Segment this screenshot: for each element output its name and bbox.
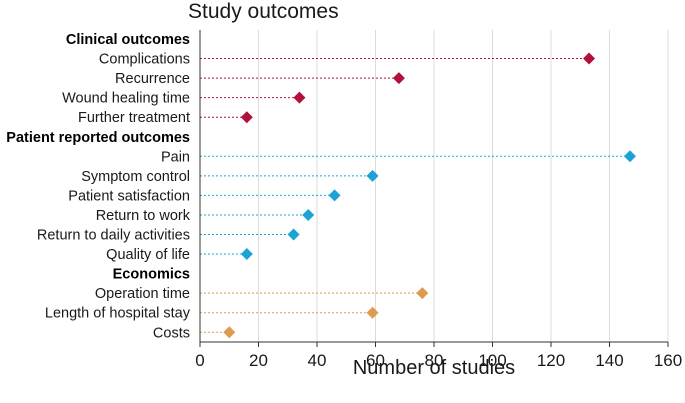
category-label-further-treatment: Further treatment [78, 110, 190, 126]
connector-lines [200, 58, 630, 333]
tick-label-40: 40 [308, 351, 327, 370]
group-label-1: Patient reported outcomes [6, 130, 190, 146]
marker-return-to-work [302, 208, 315, 221]
chart-title: Study outcomes [188, 0, 339, 23]
group-label-2: Economics [113, 267, 190, 283]
marker-length-of-hospital-stay [366, 306, 379, 319]
tick-label-120: 120 [537, 351, 565, 370]
marker-quality-of-life [240, 248, 253, 261]
x-axis: 0 20 40 60 80 100 120 140 160 [195, 30, 682, 370]
tick-label-20: 20 [249, 351, 268, 370]
category-labels: Clinical outcomes Complications Recurrence… [6, 32, 190, 341]
marker-patient-satisfaction [328, 189, 341, 202]
marker-costs [223, 326, 236, 339]
marker-symptom-control [366, 169, 379, 182]
category-label-length-of-hospital-stay: Length of hospital stay [45, 306, 191, 322]
marker-operation-time [416, 287, 429, 300]
marker-recurrence [392, 72, 405, 85]
marker-pain [623, 150, 636, 163]
category-label-operation-time: Operation time [95, 286, 190, 302]
category-label-pain: Pain [161, 149, 190, 165]
category-label-recurrence: Recurrence [115, 71, 190, 87]
tick-label-0: 0 [195, 351, 204, 370]
category-label-symptom-control: Symptom control [81, 169, 190, 185]
tick-label-160: 160 [654, 351, 682, 370]
data-markers [223, 52, 636, 339]
marker-further-treatment [240, 111, 253, 124]
category-label-return-to-work: Return to work [96, 208, 191, 224]
tick-label-80: 80 [425, 351, 444, 370]
category-label-costs: Costs [153, 325, 190, 341]
tick-label-100: 100 [478, 351, 506, 370]
category-label-return-to-daily-activities: Return to daily activities [37, 228, 190, 244]
tick-label-140: 140 [595, 351, 623, 370]
category-label-complications: Complications [99, 52, 190, 68]
marker-complications [583, 52, 596, 65]
group-label-0: Clinical outcomes [66, 32, 190, 48]
gridlines [258, 30, 669, 342]
x-axis-title: Number of studies [353, 357, 515, 379]
category-label-quality-of-life: Quality of life [106, 247, 190, 263]
category-label-patient-satisfaction: Patient satisfaction [68, 188, 190, 204]
marker-return-to-daily-activities [287, 228, 300, 241]
marker-wound-healing-time [293, 91, 306, 104]
category-label-wound-healing-time: Wound healing time [62, 91, 190, 107]
tick-label-60: 60 [366, 351, 385, 370]
